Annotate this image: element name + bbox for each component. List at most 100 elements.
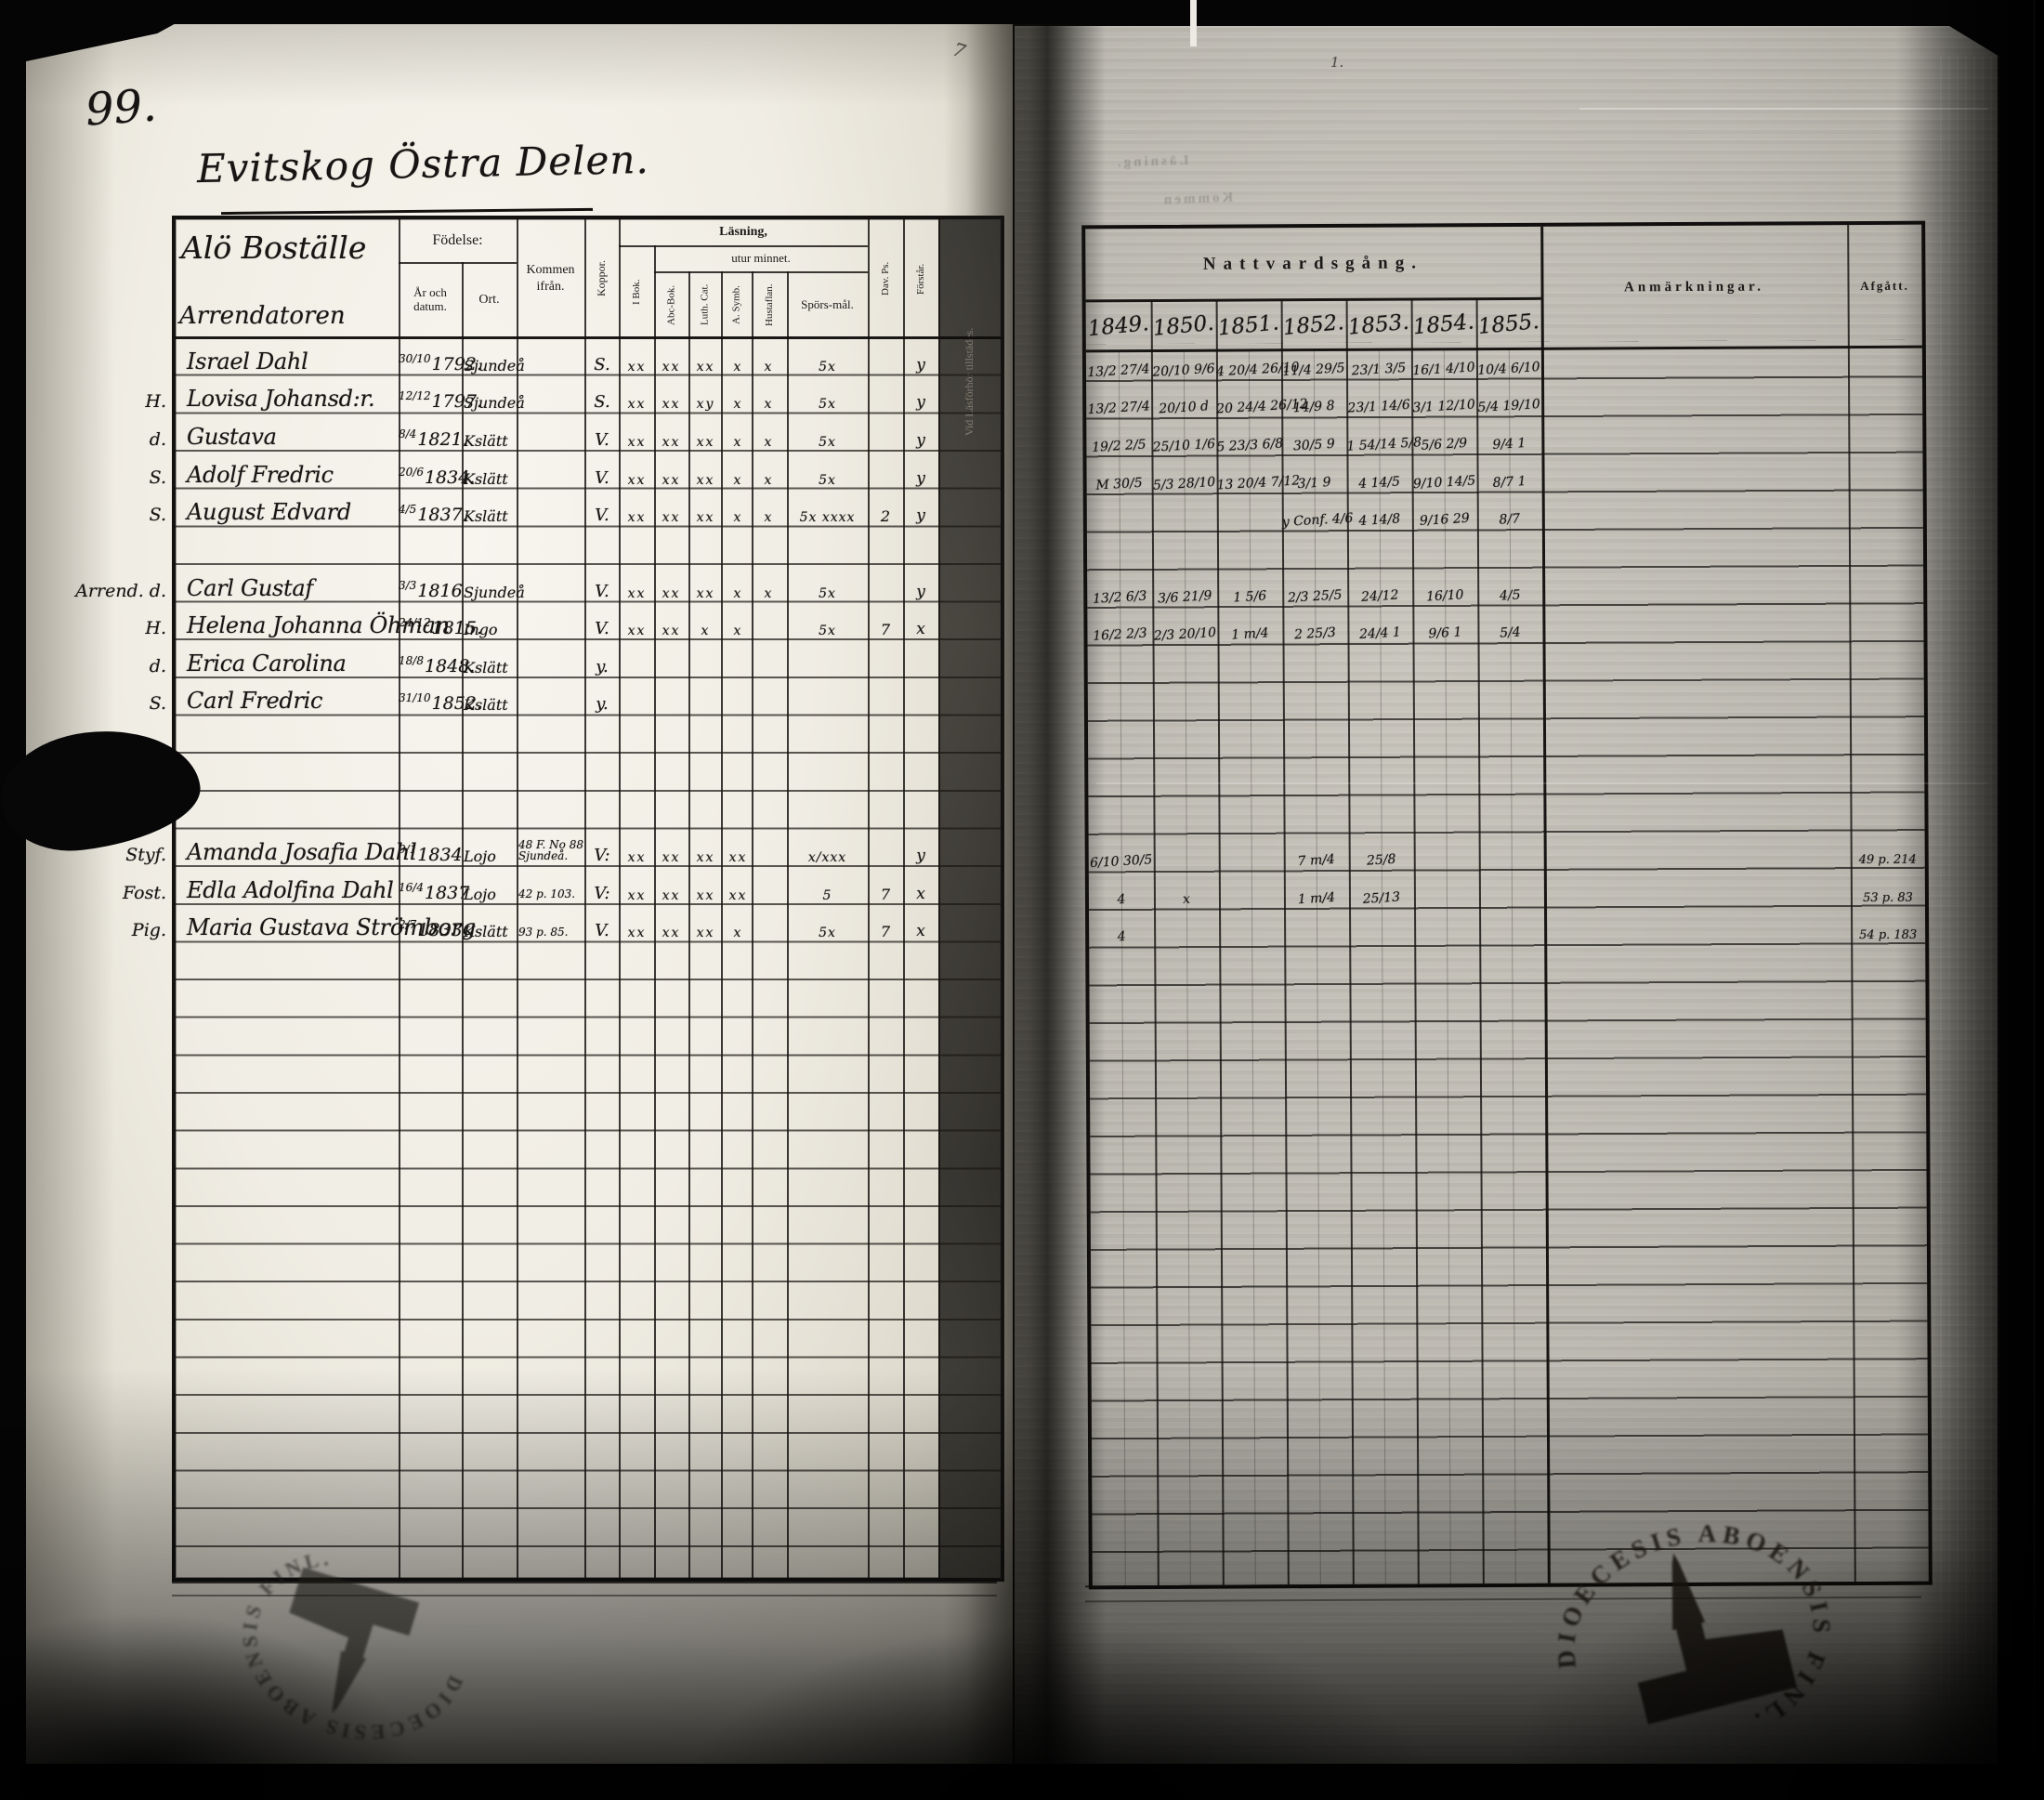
birth-header: Födelse: (432, 232, 483, 248)
questions-mark: 5x (819, 397, 836, 413)
arrived-from-note: 93 p. 85. (518, 925, 569, 939)
communion-dates: 4 (1117, 891, 1126, 908)
smallpox-header: Koppor. (595, 260, 608, 297)
smallpox-mark: V. (595, 467, 609, 488)
communion-dates: 1 m/4 (1230, 625, 1270, 643)
communion-dates: 16/10 (1425, 586, 1464, 605)
scratch-line (1096, 782, 1988, 784)
communion-dates: 5/4 19/10 (1477, 397, 1541, 416)
communion-row: 13/2 27/4 20/10 9/6 4 20/4 26/10 11/4 29… (1086, 340, 1922, 382)
smallpox-mark: V. (595, 429, 609, 450)
communion-dates (1219, 942, 1284, 946)
birth-year: 1821. (417, 428, 468, 450)
ledger-row: d. Gustava 8/41821. Kslätt V. xx xx xx x… (150, 414, 1001, 452)
communion-row: 4 54 p. 183 (1089, 906, 1925, 948)
birth-day-fraction: 18/8 (399, 653, 424, 667)
communion-dates (1479, 940, 1544, 944)
person-name: Erica Carolina (187, 650, 347, 677)
reading-mark: xx (696, 359, 715, 374)
psalms-mark: 2 (880, 507, 891, 526)
birth-place: Ingo (464, 621, 498, 639)
ledger-row: Styf. Amanda Josafia Dahl 9/11834 Lojo 4… (125, 829, 1001, 867)
reading-mark: xx (627, 434, 647, 450)
birth-year: 1833 (417, 920, 463, 941)
reading-mark: x (733, 585, 743, 601)
communion-dates: 3/1 12/10 (1412, 397, 1476, 416)
household-table: Alö Boställe Arrendatoren Födelse: År oc… (75, 216, 1004, 1582)
smallpox-mark: V. (595, 506, 609, 526)
communion-dates: x (1182, 891, 1191, 907)
communion-dates: 13/2 27/4 (1086, 361, 1151, 380)
communion-dates: 11/4 29/5 (1281, 360, 1346, 379)
reading-mark: xx (662, 624, 681, 639)
in-book-header: I Bok. (631, 279, 642, 305)
davids-psalms-header: Dav. Ps. (880, 261, 891, 296)
reading-mark: x (764, 472, 774, 488)
communion-dates (1283, 716, 1348, 719)
smallpox-mark: S. (594, 354, 610, 374)
communion-dates: 6/10 30/5 (1089, 852, 1153, 872)
communion-dates (1153, 678, 1218, 682)
communion-dates (1348, 715, 1413, 718)
reading-mark: xx (696, 585, 715, 601)
communion-row: 6/10 30/5 7 m/4 25/8 49 p. 214 (1089, 831, 1925, 873)
relation-tag: H. (145, 391, 166, 413)
communion-dates: 24/4 1 (1358, 624, 1402, 643)
reading-mark: xy (696, 397, 715, 413)
birth-place: Sjundeå (464, 394, 525, 413)
reading-mark: x (764, 510, 774, 526)
reading-mark: xx (728, 887, 748, 903)
communion-dates: M 30/5 (1095, 475, 1144, 493)
birth-day-fraction: 20/6 (399, 465, 424, 479)
questions-mark: 5x (819, 624, 836, 639)
communion-row: M 30/5 5/3 28/10 13 20/4 7/12 3/1 9 4 14… (1086, 453, 1922, 495)
communion-dates: 9/6 1 (1428, 624, 1462, 642)
departed-header: Afgått. (1860, 278, 1909, 294)
communion-dates: 10/4 6/10 (1476, 359, 1541, 378)
communion-dates: 4 14/8 (1358, 511, 1401, 530)
communion-dates: 2/3 25/5 (1287, 586, 1343, 606)
birth-date: 30/101792. (399, 352, 482, 374)
communion-dates: 2/3 20/10 (1153, 625, 1217, 644)
pen-mark: 1. (1330, 54, 1344, 71)
questions-mark: 5 (822, 887, 832, 903)
apostolic-symbol-header: A. Symb. (730, 285, 742, 324)
birth-place: Kslätt (464, 658, 508, 677)
reading-mark: xx (662, 585, 681, 601)
birth-place: Sjundeå (464, 356, 525, 374)
reading-mark: xx (696, 472, 715, 488)
reading-mark: xx (662, 359, 681, 374)
communion-dates: 5/4 (1499, 624, 1522, 641)
smallpox-mark: V: (594, 883, 610, 903)
departed-note: 53 p. 83 (1863, 890, 1913, 905)
communion-table: Nattvardsgång. Anmärkningar. Afgått. 184… (1081, 220, 1933, 1590)
ledger-row: H. Lovisa Johansd:r. 12/121797. Sjundeå … (145, 376, 1001, 414)
communion-dates: 9/16 29 (1419, 511, 1471, 530)
smallpox-mark: V. (595, 581, 609, 601)
communion-dates (1088, 716, 1153, 720)
from-memory-header: utur minnet. (731, 251, 791, 265)
reading-header: Läsning, (719, 225, 767, 239)
communion-dates (1153, 716, 1218, 719)
smallpox-mark: V. (595, 619, 609, 639)
smallpox-mark: V. (595, 921, 609, 941)
communion-dates: 20/10 d (1158, 399, 1210, 417)
psalms-mark: 7 (880, 885, 891, 903)
communion-row: 16/2 2/3 2/3 20/10 1 m/4 2 25/3 24/4 1 9… (1087, 604, 1923, 646)
smallpox-mark: y. (596, 656, 609, 677)
check-mark: y (916, 847, 925, 866)
rule-line (619, 245, 868, 247)
understanding-header: Förstår. (915, 263, 926, 295)
reading-mark: x (733, 926, 743, 941)
birth-place-header: Ort. (478, 293, 500, 307)
birth-day-fraction: 12/12 (399, 389, 431, 403)
communion-dates: 5 23/3 6/8 (1216, 436, 1284, 455)
reading-mark: xx (662, 887, 681, 903)
luther-catechism-header: Luth. Cat. (699, 283, 711, 326)
reading-mark: xx (662, 926, 681, 941)
communion-dates: 4 20/4 26/10 (1215, 359, 1300, 380)
communion-dates: y Conf. 4/6 (1281, 510, 1354, 531)
communion-dates: 25/13 (1362, 889, 1401, 907)
person-name: Israel Dahl (187, 348, 308, 374)
communion-dates: 7 m/4 (1297, 852, 1336, 870)
